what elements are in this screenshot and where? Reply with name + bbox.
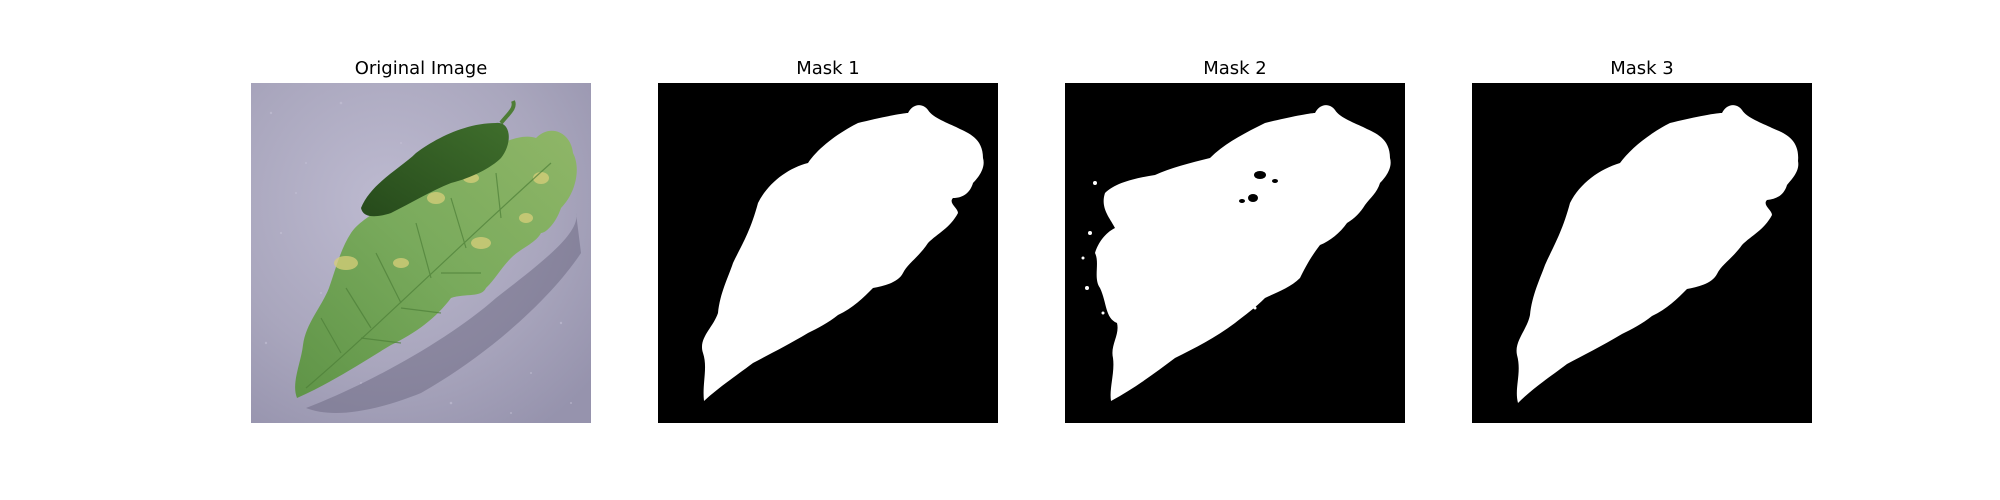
mask-2-image	[1065, 83, 1405, 423]
original-image	[251, 83, 591, 423]
mask-2-panel: Mask 2	[1065, 55, 1405, 423]
original-image-title: Original Image	[354, 58, 488, 79]
mask-3-image	[1472, 83, 1812, 423]
mask-3-panel: Mask 3	[1472, 55, 1812, 423]
leaf-spots	[334, 172, 549, 270]
leaf-shadow	[306, 213, 581, 413]
surface-texture	[264, 101, 572, 414]
mask-2-title: Mask 2	[1203, 58, 1267, 79]
leaf	[295, 130, 577, 398]
mask-1-shape	[701, 105, 984, 401]
mask-1-image	[658, 83, 998, 423]
leaf-veins	[305, 162, 552, 389]
leaf-stem	[499, 100, 516, 125]
mask-3-title: Mask 3	[1610, 58, 1674, 79]
original-image-panel: Original Image	[251, 55, 591, 423]
mask-3-shape	[1516, 105, 1799, 403]
mask-2-shape	[1095, 105, 1391, 401]
mask-2-noise	[1081, 181, 1257, 315]
leaf-fold	[361, 122, 509, 217]
mask-1-panel: Mask 1	[658, 55, 998, 423]
mask-1-title: Mask 1	[796, 58, 860, 79]
mask-2-holes	[1239, 171, 1278, 203]
